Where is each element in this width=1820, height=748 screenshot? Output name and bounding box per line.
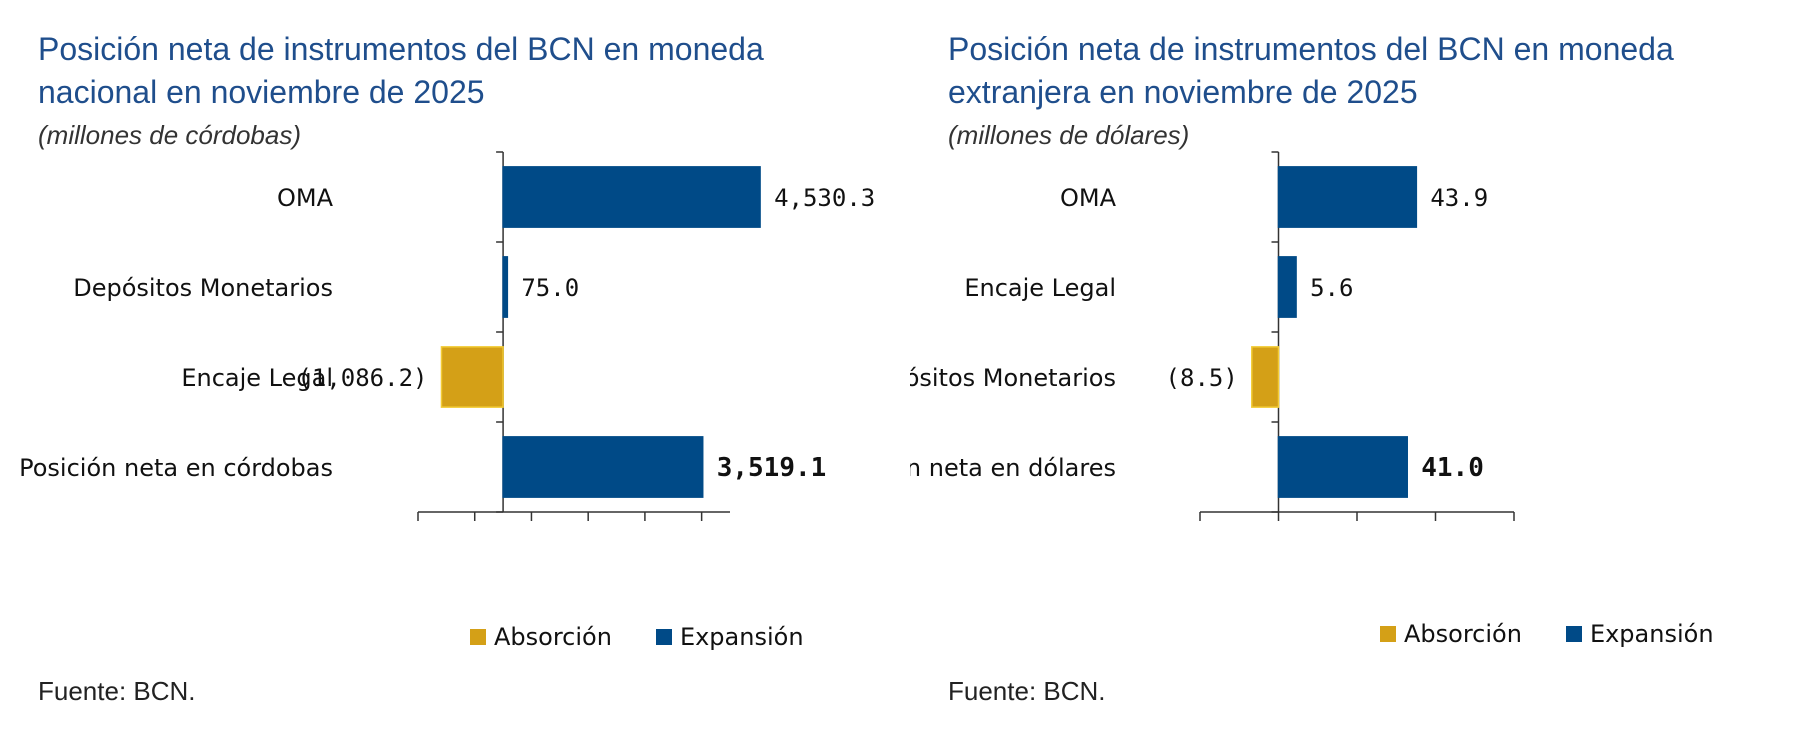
chart-legend: Absorción Expansión	[1380, 620, 1714, 648]
chart-legend: Absorción Expansión	[470, 623, 804, 651]
legend-swatch-absorcion	[470, 629, 486, 645]
category-label: OMA	[1060, 184, 1117, 212]
bar-expansion	[1277, 436, 1408, 498]
legend-label-absorcion: Absorción	[494, 623, 612, 651]
category-label: Posición neta en dólares	[910, 454, 1116, 482]
bar-expansion	[1277, 166, 1418, 228]
category-label: Depósitos Monetarios	[73, 274, 333, 302]
chart-title: Posición neta de instrumentos del BCN en…	[38, 28, 898, 114]
bar-chart-cordobas: 4,530.3 OMA 75.0 Depósitos Monetarios (1,086…	[19, 151, 875, 521]
chart-panel-cordobas: Posición neta de instrumentos del BCN en…	[0, 0, 900, 748]
legend-item-expansion: Expansión	[1565, 620, 1714, 648]
bar-chart-dolares: 43.9 OMA 5.6 Encaje Legal (8.5) Depósitos Mon…	[910, 151, 1515, 521]
legend-swatch-absorcion	[1380, 626, 1396, 642]
legend-item-absorcion: Absorción	[1380, 620, 1522, 648]
data-label: (1,086.2)	[297, 364, 427, 392]
data-label: 43.9	[1430, 184, 1488, 212]
data-label: 3,519.1	[717, 453, 827, 483]
bar-absorcion	[1251, 346, 1280, 408]
category-label: OMA	[277, 184, 334, 212]
source-note: Fuente: BCN.	[38, 676, 196, 706]
chart-title-line-1: Posición neta de instrumentos del BCN en…	[38, 31, 764, 67]
chart-subtitle: (millones de córdobas)	[38, 120, 302, 150]
bar-expansion	[502, 256, 509, 318]
chart-title-line-2: extranjera en noviembre de 2025	[948, 74, 1418, 110]
bar-expansion	[502, 166, 761, 228]
data-label: 4,530.3	[774, 184, 875, 212]
category-label: Encaje Legal	[964, 274, 1116, 302]
legend-label-expansion: Expansión	[1589, 620, 1714, 648]
category-label: Posición neta en córdobas	[19, 454, 333, 482]
data-label: 75.0	[521, 274, 579, 302]
data-label: 5.6	[1310, 274, 1353, 302]
chart-title: Posición neta de instrumentos del BCN en…	[948, 28, 1808, 114]
legend-item-absorcion: Absorción	[470, 623, 612, 651]
chart-title-line-1: Posición neta de instrumentos del BCN en…	[948, 31, 1674, 67]
legend-swatch-expansion	[655, 629, 672, 645]
legend-label-expansion: Expansión	[679, 623, 804, 651]
category-label: Depósitos Monetarios	[910, 364, 1116, 392]
data-label: 41.0	[1421, 453, 1484, 483]
bar-expansion	[1277, 256, 1297, 318]
legend-item-expansion: Expansión	[655, 623, 804, 651]
chart-panel-dolares: Posición neta de instrumentos del BCN en…	[910, 0, 1810, 748]
legend-swatch-expansion	[1565, 626, 1582, 642]
category-label: Encaje Legal	[181, 364, 333, 392]
legend-label-absorcion: Absorción	[1404, 620, 1522, 648]
bar-expansion	[502, 436, 704, 498]
chart-subtitle: (millones de dólares)	[948, 120, 1190, 150]
chart-title-line-2: nacional en noviembre de 2025	[38, 74, 485, 110]
source-note: Fuente: BCN.	[948, 676, 1106, 706]
data-label: (8.5)	[1166, 364, 1238, 392]
bar-absorcion	[440, 346, 504, 408]
